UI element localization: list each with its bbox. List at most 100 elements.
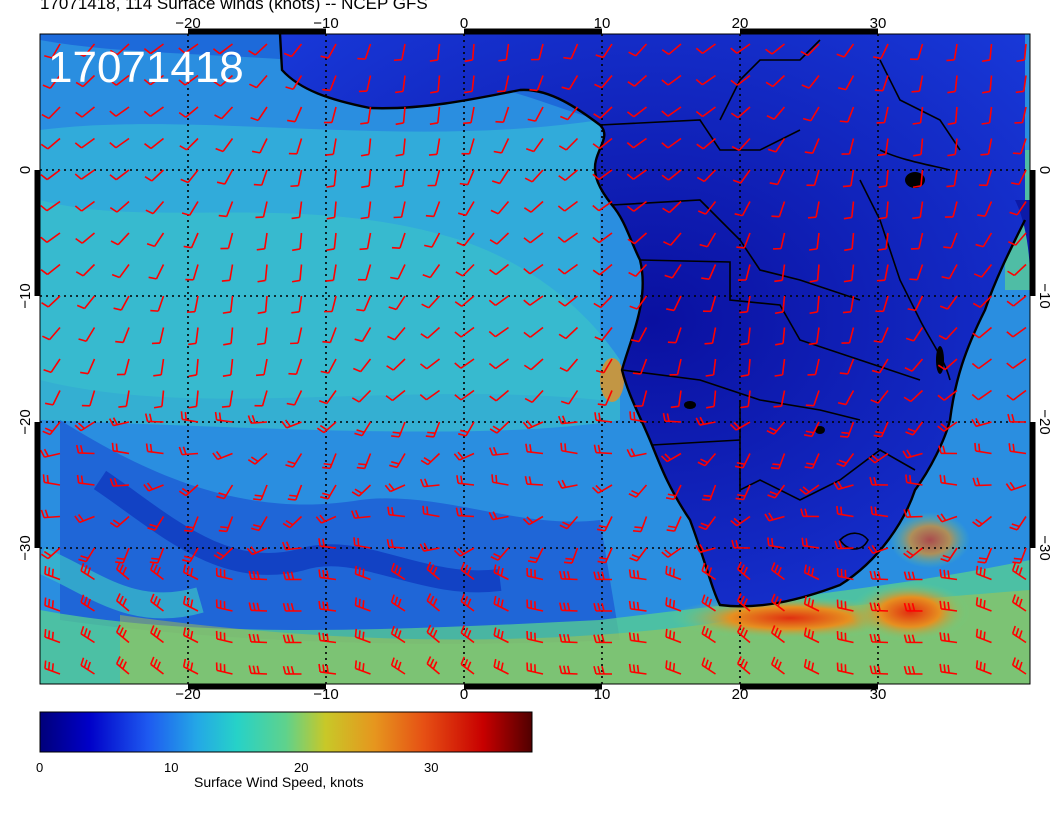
- wind-barb: [40, 263, 61, 276]
- wind-barb: [488, 358, 509, 370]
- wind-barb: [118, 390, 130, 408]
- wind-barb: [836, 662, 854, 675]
- wind-barb: [44, 660, 61, 675]
- wind-barb: [878, 169, 889, 189]
- wind-barb: [41, 295, 61, 308]
- wind-barb: [76, 43, 96, 58]
- wind-barb: [910, 232, 924, 250]
- wind-barb: [701, 625, 716, 644]
- wind-barb: [1011, 169, 1027, 186]
- lon-tick-top: −20: [175, 15, 200, 32]
- lon-tick-bottom: 20: [732, 686, 749, 700]
- wind-barb: [736, 561, 751, 581]
- wind-barb: [461, 138, 475, 155]
- wind-barb: [592, 232, 613, 244]
- colorbar-tick: 20: [294, 760, 309, 775]
- wind-barb: [456, 475, 475, 486]
- wind-barb: [354, 660, 371, 675]
- wind-barb: [357, 43, 372, 60]
- wind-barb: [247, 415, 268, 424]
- wind-barb: [462, 106, 475, 125]
- wind-barb: [702, 295, 717, 313]
- wind-barb: [288, 358, 303, 375]
- wind-barb: [320, 484, 337, 500]
- wind-barb: [973, 264, 993, 278]
- wind-barb: [836, 568, 854, 581]
- lon-tick-bottom: −20: [175, 686, 200, 700]
- wind-barb: [256, 232, 268, 251]
- wind-barb: [595, 358, 613, 374]
- wind-barb: [359, 232, 372, 251]
- wind-barb: [1007, 413, 1027, 423]
- wind-barb: [808, 327, 820, 346]
- wind-barb: [44, 43, 61, 59]
- wind-barb: [626, 137, 647, 149]
- wind-barb: [1008, 232, 1027, 246]
- wind-barb: [940, 547, 958, 563]
- wind-barb: [705, 358, 717, 377]
- wind-barb: [109, 169, 130, 181]
- wind-barb: [40, 448, 61, 458]
- wind-barb: [593, 665, 613, 675]
- wind-barb: [839, 106, 855, 123]
- wind-barb: [426, 593, 441, 612]
- wind-barb: [704, 327, 717, 345]
- wind-barb: [287, 484, 303, 501]
- wind-barb: [215, 138, 234, 153]
- wind-barb: [183, 232, 199, 249]
- wind-barb: [662, 200, 682, 214]
- wind-barb: [524, 389, 544, 404]
- wind-barb: [695, 106, 716, 118]
- wind-barb: [358, 75, 372, 93]
- wind-barb: [936, 513, 958, 523]
- wind-barb: [525, 443, 544, 455]
- wind-barb: [257, 264, 268, 283]
- wind-barb: [75, 106, 96, 118]
- wind-barb: [629, 295, 648, 310]
- wind-barb: [143, 43, 164, 55]
- wind-barb: [1011, 625, 1027, 644]
- wind-barb: [558, 602, 578, 612]
- wind-barb: [490, 547, 510, 561]
- timestamp-label: 17071418: [48, 43, 244, 92]
- wind-barb: [391, 232, 406, 249]
- wind-barb: [939, 632, 958, 644]
- wind-barb: [975, 660, 992, 675]
- wind-barb: [981, 43, 993, 63]
- wind-barb: [251, 138, 268, 154]
- wind-barb: [911, 75, 924, 93]
- colorbar-title: Surface Wind Speed, knots: [194, 774, 364, 790]
- wind-barb: [731, 137, 751, 152]
- wind-barb: [842, 295, 855, 314]
- wind-barb: [560, 390, 579, 405]
- wind-barb: [75, 263, 96, 277]
- wind-barb: [246, 546, 268, 556]
- wind-barb: [247, 452, 268, 465]
- wind-barb: [322, 327, 337, 344]
- lon-tick-bottom: 10: [594, 686, 611, 700]
- wind-barb: [837, 390, 855, 406]
- wind-barb: [767, 138, 786, 153]
- wind-barb: [281, 419, 302, 429]
- wind-barb: [903, 571, 923, 581]
- wind-barb: [628, 263, 648, 278]
- wind-barb: [701, 657, 716, 675]
- wind-barb: [249, 74, 268, 89]
- wind-barb: [288, 138, 303, 155]
- wind-barb: [903, 602, 923, 612]
- wind-barb: [488, 295, 509, 307]
- wind-barb: [74, 514, 95, 524]
- wind-barb: [972, 477, 992, 487]
- wind-barb: [593, 602, 613, 612]
- wind-barb: [946, 169, 958, 188]
- wind-barb: [281, 541, 302, 551]
- wind-barb: [670, 390, 682, 409]
- wind-barb: [318, 600, 337, 612]
- wind-barb: [254, 390, 268, 407]
- wind-barb: [419, 389, 440, 401]
- wind-barb: [626, 448, 647, 458]
- wind-barb: [495, 106, 510, 123]
- wind-barb: [801, 75, 820, 89]
- wind-barb: [214, 411, 233, 423]
- wind-barb: [526, 662, 544, 675]
